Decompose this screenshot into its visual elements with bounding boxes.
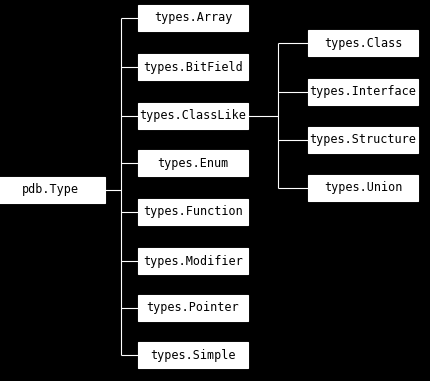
FancyBboxPatch shape bbox=[138, 5, 247, 31]
FancyBboxPatch shape bbox=[307, 127, 417, 153]
Text: types.Array: types.Array bbox=[154, 11, 232, 24]
Text: types.Modifier: types.Modifier bbox=[143, 255, 243, 267]
Text: types.Class: types.Class bbox=[323, 37, 401, 50]
FancyBboxPatch shape bbox=[138, 199, 247, 225]
FancyBboxPatch shape bbox=[138, 248, 247, 274]
FancyBboxPatch shape bbox=[138, 150, 247, 176]
Text: types.BitField: types.BitField bbox=[143, 61, 243, 74]
Text: types.ClassLike: types.ClassLike bbox=[139, 109, 246, 123]
Text: types.Structure: types.Structure bbox=[309, 133, 415, 147]
FancyBboxPatch shape bbox=[307, 30, 417, 56]
FancyBboxPatch shape bbox=[138, 103, 247, 129]
Text: types.Simple: types.Simple bbox=[150, 349, 235, 362]
Text: types.Interface: types.Interface bbox=[309, 85, 415, 99]
FancyBboxPatch shape bbox=[307, 175, 417, 201]
Text: types.Union: types.Union bbox=[323, 181, 401, 194]
FancyBboxPatch shape bbox=[307, 79, 417, 105]
FancyBboxPatch shape bbox=[0, 177, 105, 203]
FancyBboxPatch shape bbox=[138, 342, 247, 368]
Text: types.Enum: types.Enum bbox=[157, 157, 228, 170]
FancyBboxPatch shape bbox=[138, 295, 247, 321]
Text: types.Function: types.Function bbox=[143, 205, 243, 218]
Text: types.Pointer: types.Pointer bbox=[146, 301, 239, 314]
Text: pdb.Type: pdb.Type bbox=[22, 184, 78, 197]
FancyBboxPatch shape bbox=[138, 54, 247, 80]
